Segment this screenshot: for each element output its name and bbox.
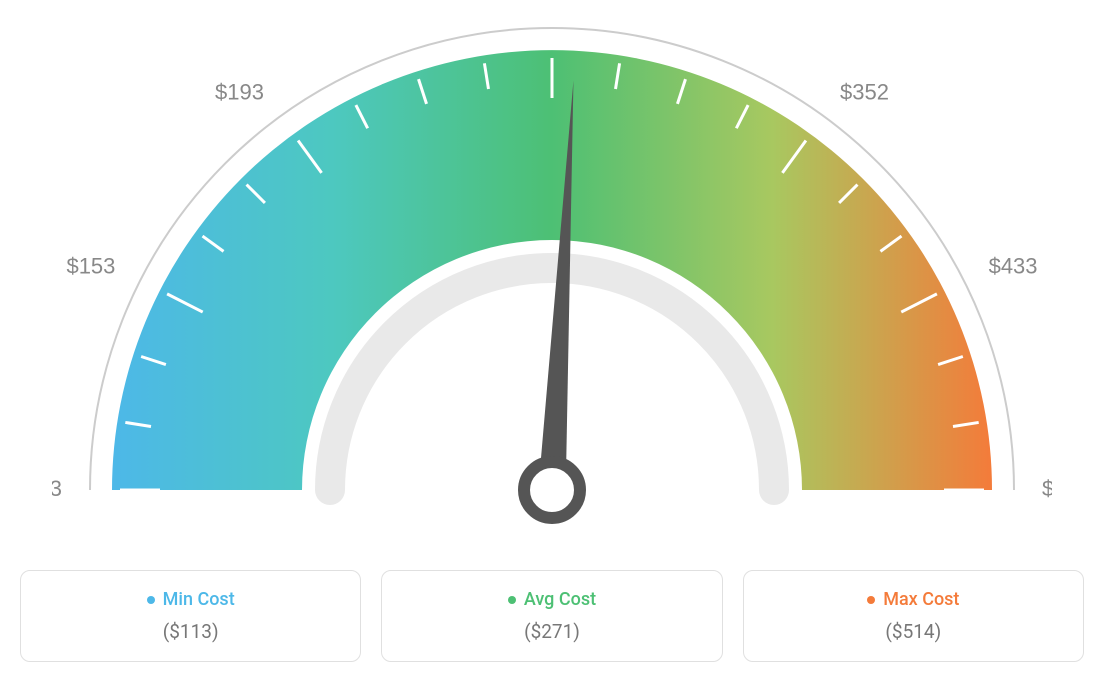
dot-icon xyxy=(508,596,516,604)
legend-value-max: ($514) xyxy=(754,620,1073,643)
gauge-chart: $113$153$193$271$352$433$514 xyxy=(52,20,1052,540)
legend-value-avg: ($271) xyxy=(392,620,711,643)
cost-gauge-widget: $113$153$193$271$352$433$514 Min Cost ($… xyxy=(20,20,1084,662)
legend-label-avg: Avg Cost xyxy=(392,589,711,610)
svg-text:$113: $113 xyxy=(52,476,62,501)
legend-label-min: Min Cost xyxy=(31,589,350,610)
svg-text:$514: $514 xyxy=(1042,476,1052,501)
svg-text:$433: $433 xyxy=(989,253,1038,278)
legend-label-text: Max Cost xyxy=(883,589,959,610)
legend-card-max: Max Cost ($514) xyxy=(743,570,1084,662)
legend-card-min: Min Cost ($113) xyxy=(20,570,361,662)
svg-text:$153: $153 xyxy=(66,253,115,278)
legend-label-text: Min Cost xyxy=(163,589,235,610)
svg-text:$193: $193 xyxy=(215,79,264,104)
svg-text:$352: $352 xyxy=(840,79,889,104)
legend-value-min: ($113) xyxy=(31,620,350,643)
legend-label-max: Max Cost xyxy=(754,589,1073,610)
dot-icon xyxy=(867,596,875,604)
legend-label-text: Avg Cost xyxy=(524,589,596,610)
dot-icon xyxy=(147,596,155,604)
legend-row: Min Cost ($113) Avg Cost ($271) Max Cost… xyxy=(20,570,1084,662)
legend-card-avg: Avg Cost ($271) xyxy=(381,570,722,662)
gauge-area: $113$153$193$271$352$433$514 xyxy=(20,20,1084,540)
